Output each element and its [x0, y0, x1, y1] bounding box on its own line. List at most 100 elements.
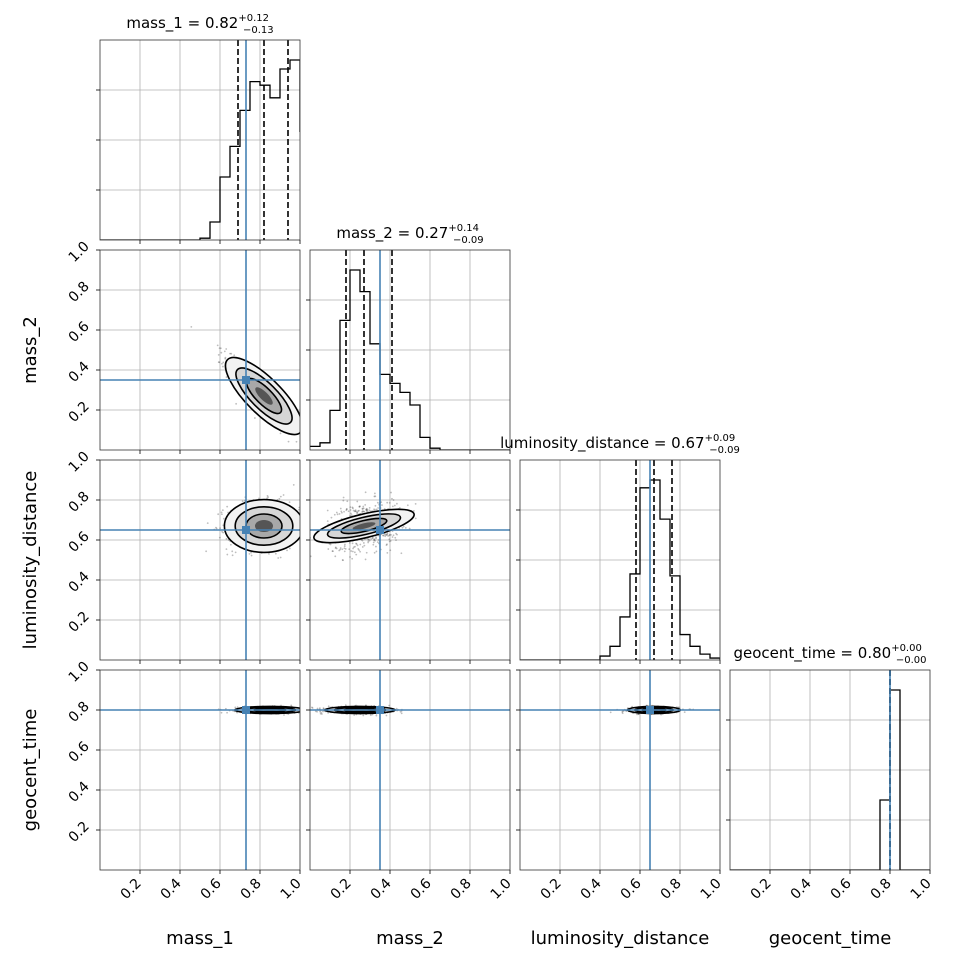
sample-point [346, 500, 349, 503]
sample-point [303, 709, 305, 711]
sample-point [338, 549, 341, 552]
sample-point [274, 552, 277, 555]
sample-point [385, 533, 388, 536]
sample-point [354, 509, 357, 512]
sample-point [361, 510, 364, 513]
sample-point [336, 513, 339, 516]
panel-content-3-1 [306, 670, 510, 870]
y-tick-label-mass_2-2: 0.6 [66, 319, 93, 346]
sample-point [373, 538, 376, 541]
sample-point [217, 361, 220, 364]
sample-point [375, 714, 378, 717]
sample-point [361, 508, 364, 510]
x-tick-label-luminosity_distance-1: 0.4 [578, 876, 605, 903]
x-tick-label-mass_2-4: 1.0 [488, 876, 515, 903]
sample-point [365, 551, 368, 554]
sample-point [319, 712, 322, 715]
sample-point [288, 547, 291, 550]
y-axis-label-luminosity_distance: luminosity_distance [20, 471, 41, 650]
sample-point [388, 501, 391, 504]
sample-point [292, 483, 295, 486]
sample-point [231, 554, 234, 557]
sample-point [363, 544, 366, 547]
sample-point [348, 541, 351, 544]
sample-point [359, 505, 361, 508]
sample-point [359, 550, 362, 553]
sample-point [310, 555, 312, 558]
sample-point [386, 533, 389, 536]
sample-point [400, 712, 403, 715]
sample-point [376, 541, 379, 544]
panel-content-2-2 [520, 460, 720, 660]
sample-point [356, 544, 359, 547]
sample-point [303, 528, 305, 530]
y-tick-label-geocent_time-2: 0.6 [66, 739, 93, 766]
title-minus: −0.00 [896, 655, 927, 666]
sample-point [278, 497, 281, 500]
sample-point [205, 550, 208, 553]
sample-point [359, 543, 362, 546]
sample-point [353, 546, 355, 549]
sample-point [304, 707, 306, 709]
histogram-luminosity_distance [520, 479, 720, 660]
sample-point [350, 512, 352, 515]
sample-point [215, 527, 218, 530]
sample-point [250, 551, 253, 554]
sample-point [225, 537, 228, 540]
sample-point [218, 347, 221, 349]
sample-point [342, 496, 345, 499]
sample-point [381, 504, 383, 506]
sample-point [372, 541, 375, 544]
y-tick-label-luminosity_distance-2: 0.6 [66, 529, 93, 556]
sample-point [301, 706, 303, 708]
sample-point [351, 506, 354, 509]
sample-point [354, 510, 357, 513]
sample-point [356, 512, 359, 514]
x-tick-label-mass_2-3: 0.8 [448, 876, 475, 903]
sample-point [354, 545, 356, 548]
sample-point [219, 347, 222, 350]
sample-point [258, 497, 260, 500]
y-tick-label-geocent_time-0: 0.2 [66, 819, 93, 846]
sample-point [374, 504, 377, 507]
y-tick-label-luminosity_distance-4: 1.0 [66, 449, 93, 476]
sample-point [358, 505, 361, 508]
sample-point [283, 714, 285, 716]
sample-point [375, 537, 377, 540]
title-plus: +0.14 [448, 223, 479, 234]
sample-point [402, 525, 405, 528]
sample-point [303, 435, 305, 437]
sample-point [355, 510, 358, 513]
sample-point [321, 710, 324, 713]
sample-point [342, 559, 344, 562]
sample-point [235, 402, 238, 405]
sample-point [373, 551, 376, 554]
sample-point [250, 554, 253, 557]
sample-point [369, 714, 372, 717]
sample-point [365, 704, 367, 707]
sample-point [306, 711, 308, 713]
sample-point [356, 511, 359, 514]
sample-point [393, 504, 396, 507]
x-tick-label-mass_1-0: 0.2 [118, 876, 145, 903]
sample-point [373, 508, 375, 511]
x-axis-label-mass_1: mass_1 [166, 928, 234, 949]
sample-point [370, 538, 372, 540]
sample-point [361, 539, 364, 542]
sample-point [253, 417, 256, 419]
sample-point [353, 510, 356, 513]
panel-content-0-0 [100, 40, 300, 240]
sample-point [305, 431, 307, 433]
sample-point [357, 548, 360, 550]
sample-point [307, 434, 309, 436]
sample-point [374, 539, 377, 542]
x-tick-label-geocent_time-1: 0.4 [788, 876, 815, 903]
sample-point [375, 550, 378, 553]
contour-1 [326, 513, 402, 539]
sample-point [388, 534, 391, 537]
title-minus: −0.13 [243, 25, 274, 36]
title-minus: −0.09 [453, 235, 484, 246]
sample-point [279, 495, 282, 498]
sample-point [414, 517, 417, 520]
title-prefix: mass_2 = [336, 224, 415, 243]
